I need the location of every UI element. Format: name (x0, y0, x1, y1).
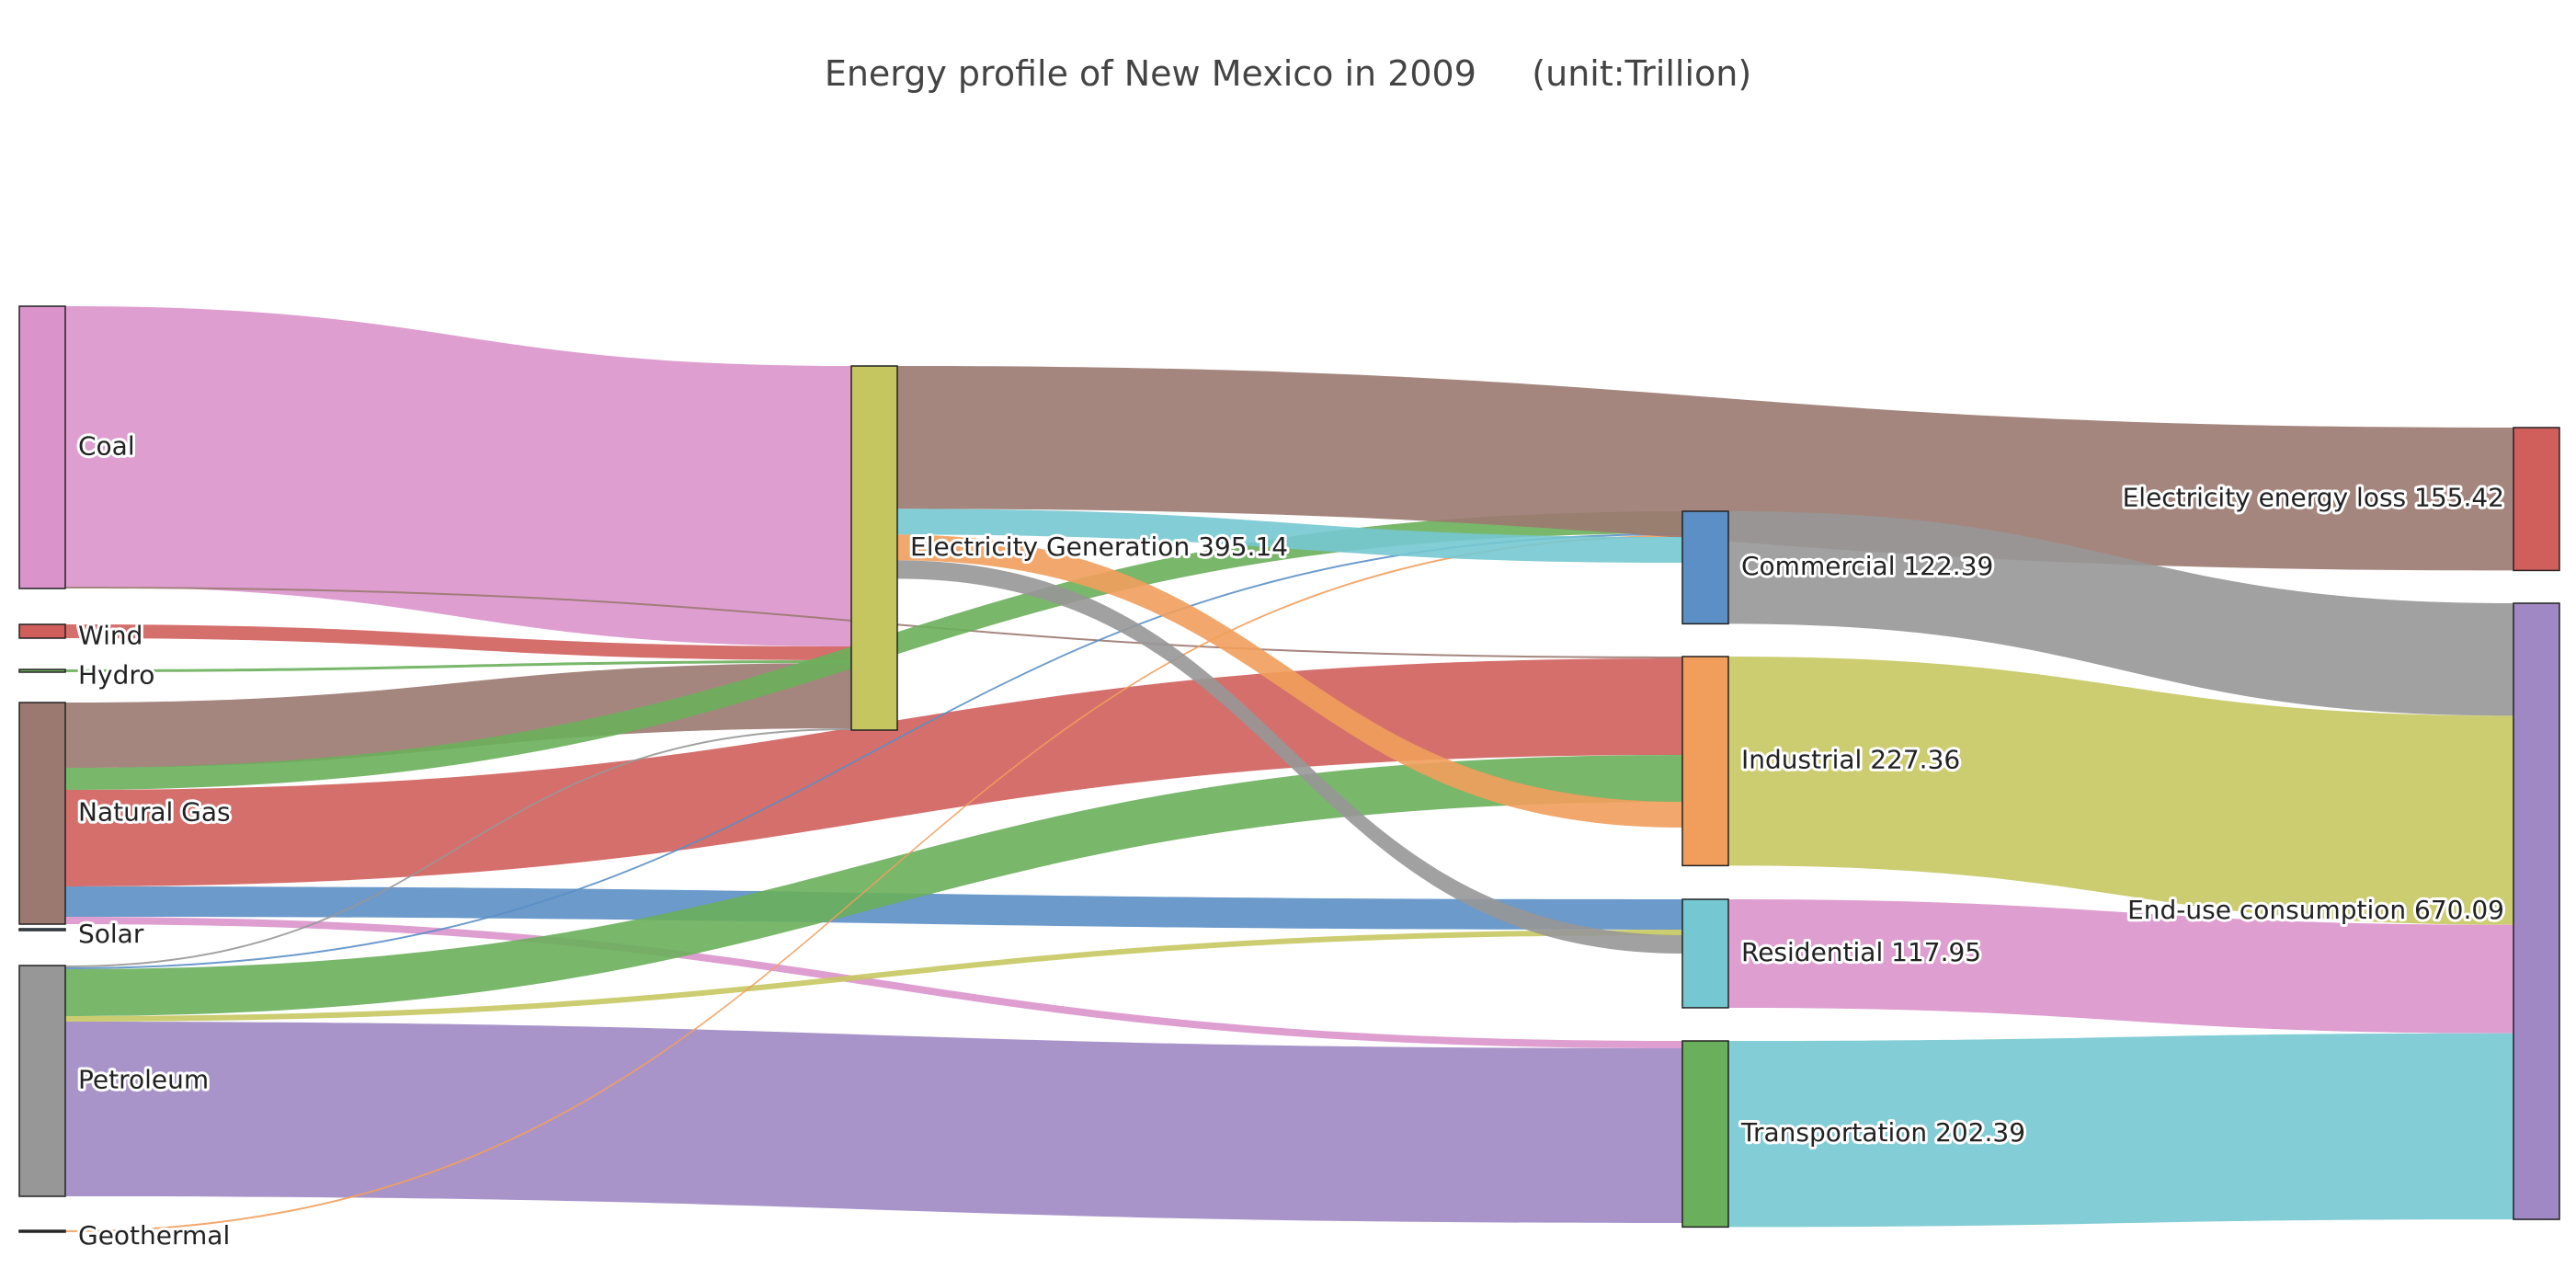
node-label-wind: Wind (78, 621, 142, 651)
link-wind-to-elecgen[interactable] (65, 624, 851, 660)
link-gas-to-transportation[interactable] (65, 917, 1682, 1048)
node-label-industrial: Industrial 227.36 (1741, 745, 1960, 775)
link-petroleum-to-residential[interactable] (65, 930, 1682, 1022)
link-gas-to-elecgen[interactable] (65, 663, 851, 768)
node-commercial[interactable] (1681, 510, 1729, 625)
node-elecgen[interactable] (850, 365, 898, 731)
node-petroleum[interactable] (18, 965, 66, 1197)
node-label-residential: Residential 117.95 (1741, 937, 1981, 967)
node-loss[interactable] (2513, 427, 2560, 572)
link-industrial-to-enduse[interactable] (1728, 657, 2513, 925)
link-coal-to-elecgen[interactable] (65, 306, 851, 646)
link-gas-to-industrial[interactable] (65, 658, 1682, 886)
link-residential-to-enduse[interactable] (1728, 899, 2513, 1034)
node-label-transportation: Transportation 202.39 (1740, 1117, 2025, 1148)
link-transportation-to-enduse[interactable] (1728, 1033, 2513, 1228)
node-enduse[interactable] (2513, 602, 2560, 1220)
link-petroleum-to-transportation[interactable] (65, 1022, 1682, 1223)
node-label-commercial: Commercial 122.39 (1741, 551, 1993, 581)
link-elecgen-to-residential[interactable] (897, 560, 1682, 954)
sankey-nodes (18, 305, 2560, 1233)
sankey-labels: Coal Wind Hydro Natural Gas Solar Petroleum Ge… (75, 429, 2507, 1254)
node-geothermal[interactable] (18, 1229, 66, 1233)
link-elecgen-to-commercial[interactable] (897, 509, 1682, 563)
link-petroleum-to-commercial[interactable] (65, 533, 1682, 969)
node-industrial[interactable] (1681, 656, 1729, 867)
node-residential[interactable] (1681, 898, 1729, 1009)
link-petroleum-to-industrial[interactable] (65, 755, 1682, 1016)
link-commercial-to-enduse[interactable] (1728, 511, 2513, 716)
node-transportation[interactable] (1681, 1040, 1729, 1229)
node-label-enduse: End-use consumption 670.09 (2127, 895, 2504, 925)
node-coal[interactable] (18, 305, 66, 589)
node-hydro[interactable] (18, 669, 66, 673)
link-elecgen-to-industrial[interactable] (897, 534, 1682, 828)
node-label-coal: Coal (78, 431, 135, 462)
node-solar[interactable] (18, 928, 66, 931)
node-label-solar: Solar (78, 919, 144, 949)
node-wind[interactable] (18, 623, 66, 639)
node-label-gas: Natural Gas (78, 797, 231, 828)
link-petroleum-to-elecgen[interactable] (65, 728, 851, 967)
link-elecgen-to-loss[interactable] (897, 366, 2513, 571)
node-label-geothermal: Geothermal (78, 1220, 230, 1251)
node-label-petroleum: Petroleum (78, 1065, 209, 1095)
link-geothermal-to-commercial[interactable] (65, 535, 1682, 1232)
node-label-elecgen: Electricity Generation 395.14 (910, 531, 1288, 562)
node-label-loss: Electricity energy loss 155.42 (2123, 483, 2504, 513)
link-hydro-to-elecgen[interactable] (65, 660, 851, 672)
sankey-links (65, 306, 2513, 1232)
node-gas[interactable] (18, 702, 66, 925)
node-label-hydro: Hydro (78, 660, 154, 691)
chart-title: Energy profile of New Mexico in 2009 (un… (824, 53, 1752, 94)
